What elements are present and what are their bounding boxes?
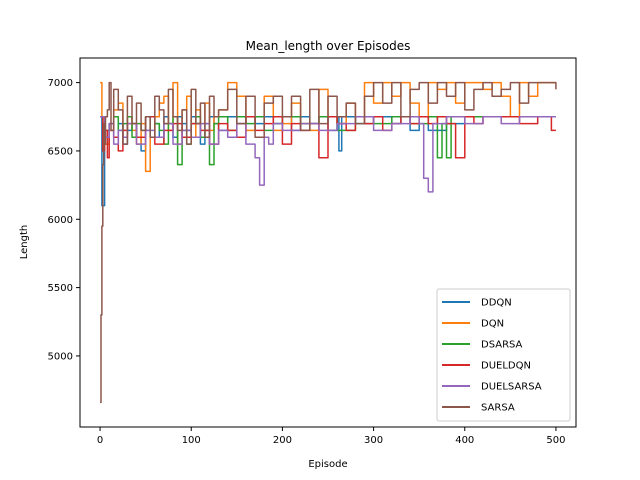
axes-frame bbox=[79, 57, 577, 428]
y-axis-label: Length bbox=[19, 225, 30, 260]
x-axis-label: Episode bbox=[308, 459, 347, 470]
x-tick-label: 100 bbox=[182, 435, 201, 446]
legend-label: DUELSARSA bbox=[481, 382, 542, 393]
y-tick-label: 7000 bbox=[48, 78, 73, 89]
x-tick-label: 300 bbox=[364, 435, 383, 446]
legend-label: DDQN bbox=[481, 298, 512, 309]
legend-box bbox=[436, 288, 571, 422]
x-tick-label: 200 bbox=[273, 435, 292, 446]
y-tick-label: 6000 bbox=[48, 215, 73, 226]
y-axis: 5000 5500 6000 6500 7000 bbox=[48, 78, 80, 362]
series-line-sarsa bbox=[100, 81, 557, 404]
y-tick-label: 6500 bbox=[48, 146, 73, 157]
x-tick-label: 400 bbox=[455, 435, 474, 446]
series-group bbox=[100, 81, 557, 404]
x-tick-label: 500 bbox=[546, 435, 565, 446]
legend-label: SARSA bbox=[481, 403, 515, 414]
y-tick-label: 5500 bbox=[48, 283, 73, 294]
legend-label: DQN bbox=[481, 319, 504, 330]
x-axis: 0 100 200 300 400 500 bbox=[97, 427, 565, 446]
legend-label: DUELDQN bbox=[481, 361, 531, 372]
series-line-duelsarsa bbox=[100, 116, 556, 193]
y-tick-label: 5000 bbox=[48, 351, 73, 362]
legend: DDQN DQN DSARSA DUELDQN DUELSARSA SARSA bbox=[436, 288, 571, 422]
x-tick-label: 0 bbox=[97, 435, 103, 446]
legend-label: DSARSA bbox=[481, 340, 523, 351]
chart-title: Mean_length over Episodes bbox=[246, 39, 411, 53]
